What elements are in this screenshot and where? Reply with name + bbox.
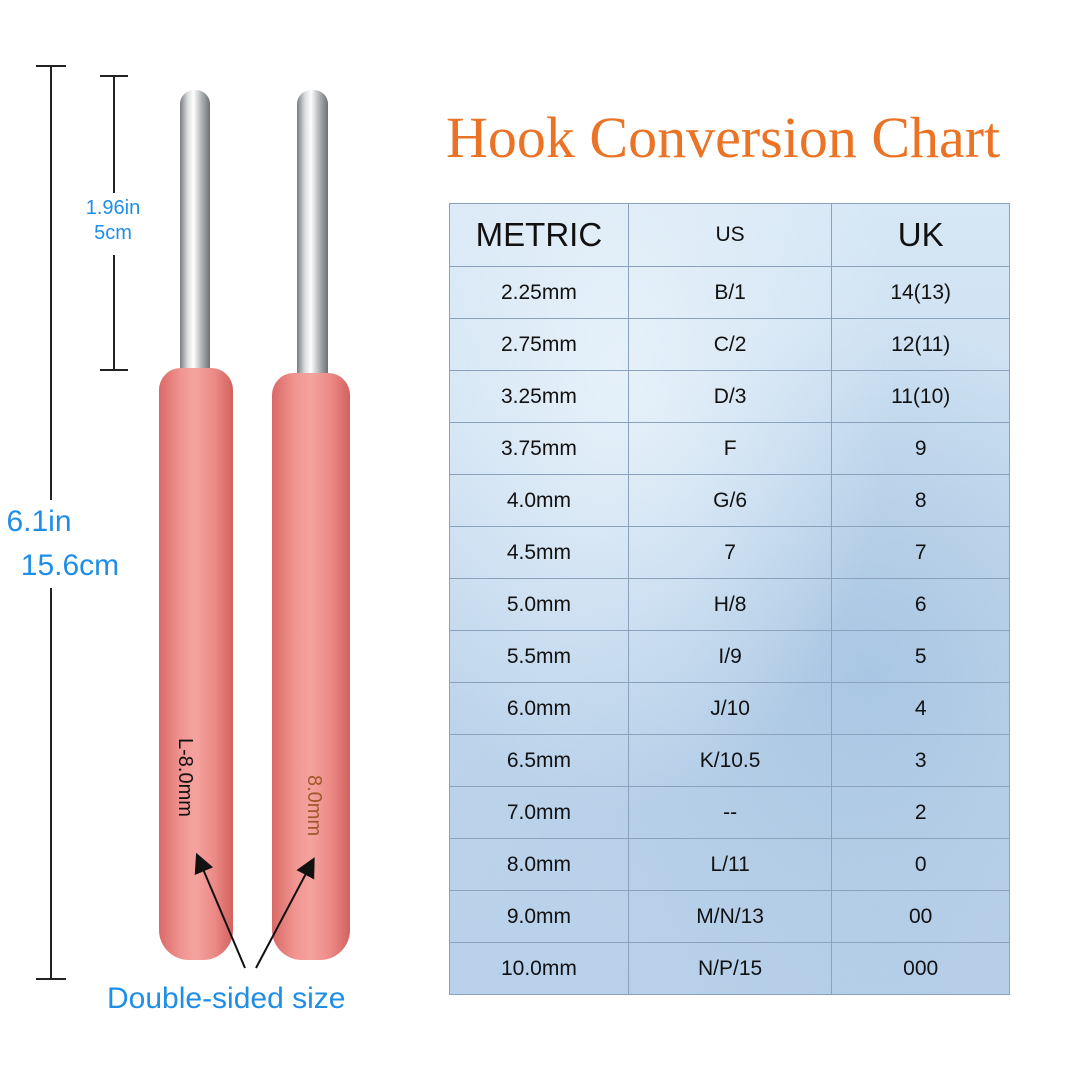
- cell-metric: 10.0mm: [449, 942, 629, 995]
- cell-metric: 9.0mm: [449, 890, 629, 943]
- conversion-table: METRIC US UK 2.25mm B/1 14(13) 2.75mm C/2 12(…: [449, 203, 1010, 995]
- table-row: 7.0mm -- 2: [449, 786, 1010, 839]
- left-hook-shaft: [180, 90, 210, 380]
- cell-metric: 5.5mm: [449, 630, 629, 683]
- cell-metric: 6.0mm: [449, 682, 629, 735]
- table-header-row: METRIC US UK: [449, 203, 1010, 267]
- cell-uk: 000: [831, 942, 1010, 995]
- head-length-line-bottom: [113, 255, 115, 370]
- head-length-in: 1.96in: [85, 197, 141, 219]
- header-metric: METRIC: [449, 203, 629, 267]
- cell-us: --: [627, 786, 833, 839]
- cell-uk: 0: [831, 838, 1010, 891]
- table-row: 2.25mm B/1 14(13): [449, 266, 1010, 319]
- cell-us: M/N/13: [627, 890, 833, 943]
- total-length-cm: 15.6cm: [20, 549, 120, 582]
- right-hook-shaft: [297, 90, 328, 385]
- cell-us: B/1: [627, 266, 833, 319]
- table-row: 4.0mm G/6 8: [449, 474, 1010, 527]
- arrow-left: [194, 852, 246, 969]
- total-length-in: 6.1in: [6, 505, 72, 538]
- table-row: 9.0mm M/N/13 00: [449, 890, 1010, 943]
- cell-metric: 8.0mm: [449, 838, 629, 891]
- cell-metric: 7.0mm: [449, 786, 629, 839]
- head-length-cap-top: [100, 75, 128, 77]
- cell-uk: 7: [831, 526, 1010, 579]
- double-sided-caption: Double-sided size: [107, 982, 346, 1015]
- cell-uk: 00: [831, 890, 1010, 943]
- cell-us: K/10.5: [627, 734, 833, 787]
- cell-uk: 8: [831, 474, 1010, 527]
- cell-us: F: [627, 422, 833, 475]
- total-length-label: 6.1in 15.6cm: [0, 500, 140, 588]
- cell-uk: 14(13): [831, 266, 1010, 319]
- cell-us: J/10: [627, 682, 833, 735]
- cell-us: I/9: [627, 630, 833, 683]
- cell-uk: 11(10): [831, 370, 1010, 423]
- cell-metric: 4.5mm: [449, 526, 629, 579]
- cell-us: 7: [627, 526, 833, 579]
- table-row: 5.0mm H/8 6: [449, 578, 1010, 631]
- total-length-cap-bottom: [36, 978, 66, 980]
- cell-uk: 4: [831, 682, 1010, 735]
- head-length-cm: 5cm: [94, 222, 132, 244]
- table-row: 8.0mm L/11 0: [449, 838, 1010, 891]
- cell-us: N/P/15: [627, 942, 833, 995]
- cell-metric: 4.0mm: [449, 474, 629, 527]
- cell-metric: 2.75mm: [449, 318, 629, 371]
- table-row: 6.0mm J/10 4: [449, 682, 1010, 735]
- head-length-line-top: [113, 75, 115, 193]
- table-row: 5.5mm I/9 5: [449, 630, 1010, 683]
- table-row: 3.75mm F 9: [449, 422, 1010, 475]
- table-row: 3.25mm D/3 11(10): [449, 370, 1010, 423]
- table-row: 4.5mm 7 7: [449, 526, 1010, 579]
- cell-us: H/8: [627, 578, 833, 631]
- cell-metric: 3.75mm: [449, 422, 629, 475]
- header-us: US: [627, 203, 833, 267]
- cell-us: D/3: [627, 370, 833, 423]
- total-length-cap-top: [36, 65, 66, 67]
- head-length-cap-bottom: [100, 369, 128, 371]
- table-row: 10.0mm N/P/15 000: [449, 942, 1010, 995]
- cell-uk: 9: [831, 422, 1010, 475]
- cell-uk: 5: [831, 630, 1010, 683]
- cell-metric: 2.25mm: [449, 266, 629, 319]
- table-row: 6.5mm K/10.5 3: [449, 734, 1010, 787]
- cell-uk: 2: [831, 786, 1010, 839]
- arrow-right: [255, 857, 315, 969]
- cell-uk: 3: [831, 734, 1010, 787]
- cell-metric: 6.5mm: [449, 734, 629, 787]
- cell-us: L/11: [627, 838, 833, 891]
- head-length-label: 1.96in 5cm: [70, 196, 156, 246]
- table-row: 2.75mm C/2 12(11): [449, 318, 1010, 371]
- cell-metric: 3.25mm: [449, 370, 629, 423]
- cell-us: C/2: [627, 318, 833, 371]
- cell-uk: 6: [831, 578, 1010, 631]
- cell-metric: 5.0mm: [449, 578, 629, 631]
- chart-title: Hook Conversion Chart: [446, 105, 1001, 170]
- cell-uk: 12(11): [831, 318, 1010, 371]
- header-uk: UK: [831, 203, 1010, 267]
- cell-us: G/6: [627, 474, 833, 527]
